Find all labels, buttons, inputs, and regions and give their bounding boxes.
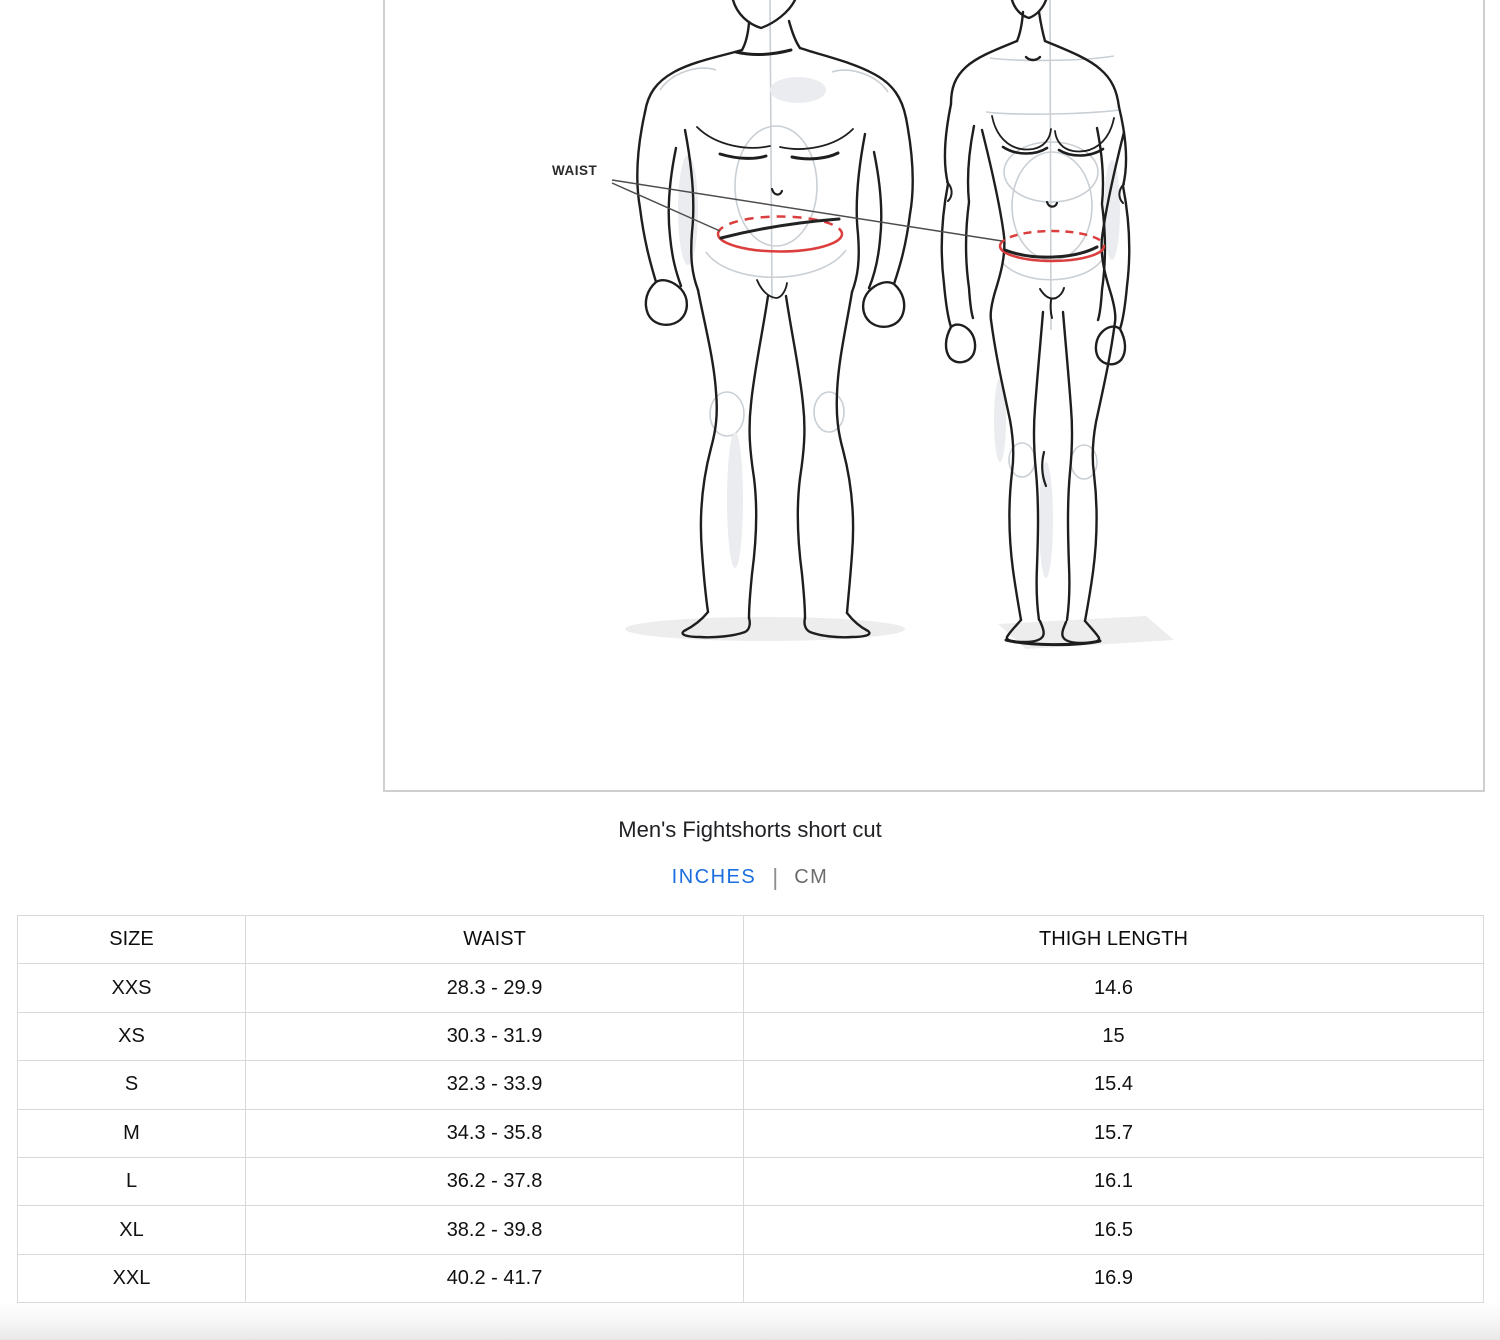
male-shading xyxy=(678,77,826,568)
size-cell: L xyxy=(17,1156,246,1207)
unit-toggle-inches[interactable]: INCHES xyxy=(671,866,757,888)
size-guide-illustration-box xyxy=(383,0,1485,792)
male-waistband-line xyxy=(719,217,841,240)
waist-callout-label: WAIST xyxy=(552,163,598,178)
male-figure-sketch xyxy=(636,0,914,639)
waist-pointer-lines xyxy=(611,179,1003,242)
female-waistband-line xyxy=(1003,245,1099,259)
waist-cell: 32.3 - 33.9 xyxy=(245,1060,744,1110)
size-cell: S xyxy=(17,1060,246,1110)
female-waist-marker xyxy=(998,229,1106,263)
waist-cell: 30.3 - 31.9 xyxy=(245,1011,744,1062)
thigh-length-cell: 15 xyxy=(743,1011,1484,1062)
table-header-row: SIZE WAIST THIGH LENGTH xyxy=(17,914,1484,965)
ground-shadows xyxy=(625,616,1174,649)
female-shading xyxy=(994,160,1120,578)
bottom-fade xyxy=(0,1303,1500,1340)
male-waist-marker xyxy=(716,215,844,253)
table-row: L 36.2 - 37.8 16.1 xyxy=(17,1156,1484,1207)
waist-cell: 28.3 - 29.9 xyxy=(245,963,744,1013)
unit-toggle-cm[interactable]: CM xyxy=(794,866,829,888)
size-cell: XS xyxy=(17,1011,246,1062)
thigh-length-cell: 16.9 xyxy=(743,1253,1484,1304)
column-header-waist: WAIST xyxy=(245,914,744,965)
waist-cell: 34.3 - 35.8 xyxy=(245,1108,744,1158)
unit-toggle-divider: | xyxy=(772,864,779,890)
size-guide-illustration xyxy=(611,0,1174,649)
table-row: S 32.3 - 33.9 15.4 xyxy=(17,1060,1484,1110)
table-row: XXS 28.3 - 29.9 14.6 xyxy=(17,963,1484,1013)
waist-cell: 38.2 - 39.8 xyxy=(245,1205,744,1255)
column-header-thigh-length: THIGH LENGTH xyxy=(743,914,1484,965)
size-cell: XXS xyxy=(17,963,246,1013)
table-row: XS 30.3 - 31.9 15 xyxy=(17,1011,1484,1062)
thigh-length-cell: 15.4 xyxy=(743,1060,1484,1110)
size-cell: XXL xyxy=(17,1253,246,1304)
table-row: XL 38.2 - 39.8 16.5 xyxy=(17,1205,1484,1255)
size-chart-table: SIZE WAIST THIGH LENGTH XXS 28.3 - 29.9 … xyxy=(17,914,1484,1304)
table-row: M 34.3 - 35.8 15.7 xyxy=(17,1108,1484,1158)
size-cell: XL xyxy=(17,1205,246,1255)
waist-cell: 40.2 - 41.7 xyxy=(245,1253,744,1304)
column-header-size: SIZE xyxy=(17,914,246,965)
page-title: Men's Fightshorts short cut xyxy=(618,817,882,842)
thigh-length-cell: 14.6 xyxy=(743,963,1484,1013)
waist-cell: 36.2 - 37.8 xyxy=(245,1156,744,1207)
size-cell: M xyxy=(17,1108,246,1158)
male-construction-lines xyxy=(659,0,889,437)
table-row: XXL 40.2 - 41.7 16.9 xyxy=(17,1253,1484,1304)
unit-toggle: INCHES | CM xyxy=(0,864,1500,891)
female-figure-sketch xyxy=(940,0,1131,647)
thigh-length-cell: 15.7 xyxy=(743,1108,1484,1158)
thigh-length-cell: 16.5 xyxy=(743,1205,1484,1255)
thigh-length-cell: 16.1 xyxy=(743,1156,1484,1207)
